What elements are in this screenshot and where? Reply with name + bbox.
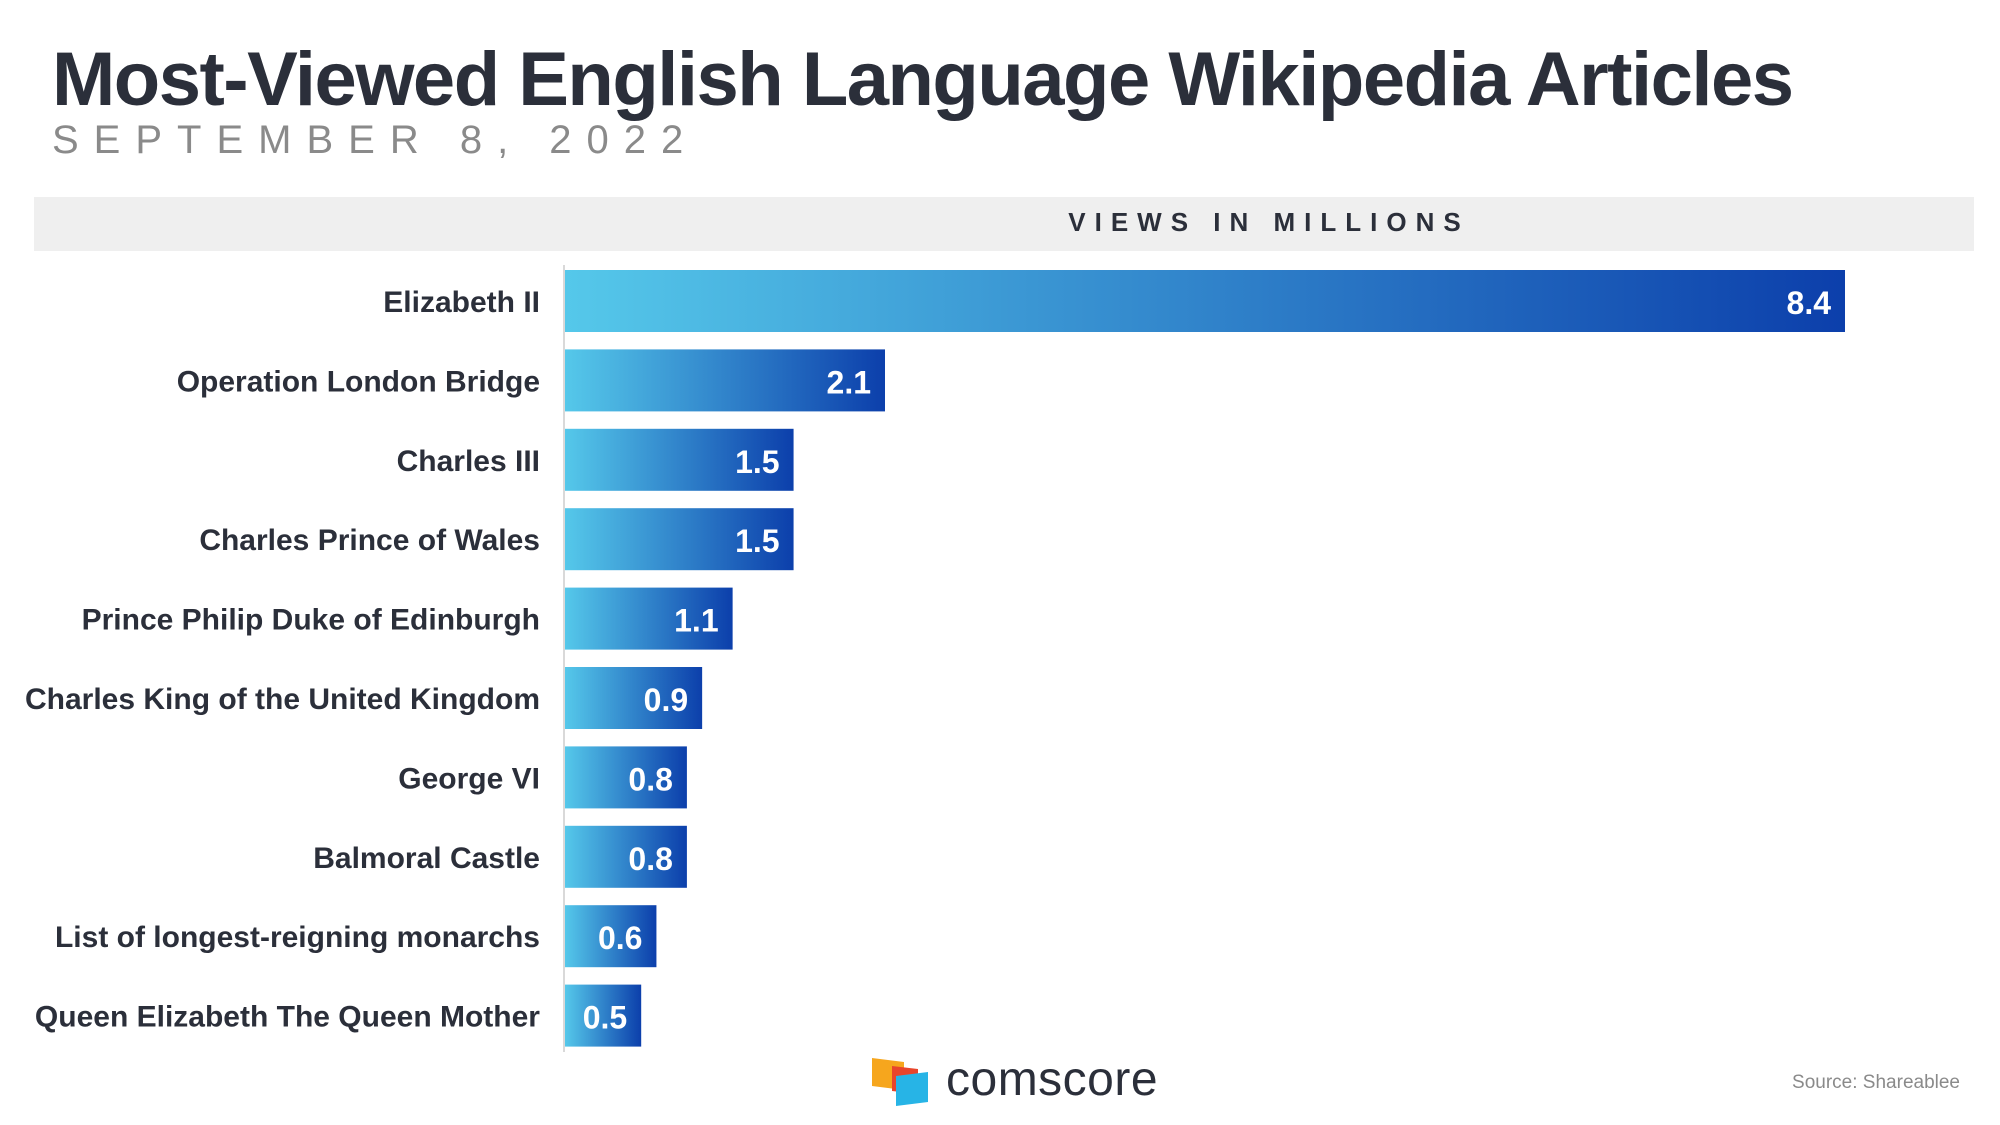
bar (565, 667, 703, 729)
bar (565, 587, 733, 650)
axis-units-label: VIEWS IN MILLIONS (1068, 207, 1470, 237)
bar (565, 349, 885, 412)
value-label: 2.1 (827, 364, 871, 400)
bar (565, 984, 642, 1047)
comscore-wordmark: comscore (946, 1053, 1159, 1106)
category-label: Charles III (397, 445, 540, 478)
value-label: 8.4 (1787, 285, 1832, 321)
category-label: Elizabeth II (383, 286, 540, 319)
bar (565, 825, 687, 888)
value-label: 1.1 (674, 603, 718, 639)
value-label: 0.9 (644, 682, 688, 718)
bar (565, 428, 794, 491)
bar (565, 508, 794, 571)
value-label: 0.8 (628, 841, 672, 877)
value-label: 1.5 (735, 444, 779, 480)
value-label: 0.6 (598, 920, 642, 956)
value-label: 0.5 (583, 1000, 627, 1036)
chart-subtitle: SEPTEMBER 8, 2022 (52, 118, 699, 162)
category-label: Queen Elizabeth The Queen Mother (35, 1001, 540, 1034)
value-label: 1.5 (735, 523, 779, 559)
category-label: List of longest-reigning monarchs (55, 921, 540, 954)
category-label: Operation London Bridge (177, 365, 540, 398)
bar (565, 905, 657, 968)
units-band (34, 197, 1974, 251)
chart-title: Most-Viewed English Language Wikipedia A… (52, 37, 1794, 122)
category-label: George VI (398, 762, 540, 795)
source-note: Source: Shareablee (1792, 1072, 1960, 1093)
category-label: Charles Prince of Wales (199, 524, 540, 557)
comscore-logo-icon (872, 1058, 928, 1106)
bar (565, 270, 1845, 332)
category-label: Prince Philip Duke of Edinburgh (82, 604, 540, 637)
bar (565, 746, 687, 809)
value-label: 0.8 (628, 761, 672, 797)
category-label: Charles King of the United Kingdom (25, 683, 540, 716)
category-label: Balmoral Castle (313, 842, 540, 875)
